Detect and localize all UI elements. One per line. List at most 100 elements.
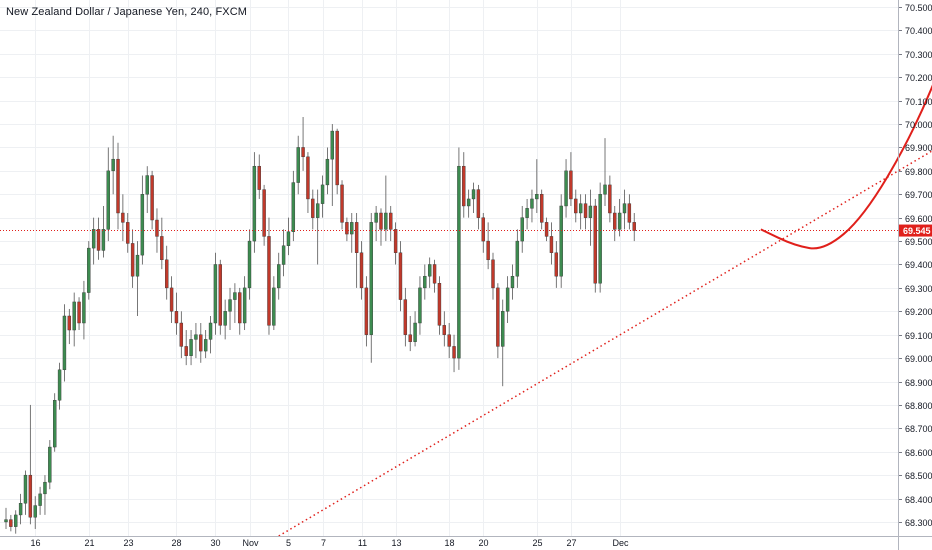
candle-body [593,205,597,284]
candle-body [242,287,247,324]
y-tick-label: 69.400 [905,260,932,270]
x-tick-label: 5 [286,538,291,548]
candle-body [447,334,451,347]
candle-body [53,400,57,448]
candle-body [389,212,393,230]
candle-body [218,264,222,326]
candle-body [423,275,427,289]
candle-body [135,254,140,277]
candle-body [174,311,179,324]
candle-body [325,158,330,186]
support-trendline [278,150,932,537]
candle-body [432,264,437,284]
y-tick-label: 68.600 [905,448,932,458]
candle-body [569,170,573,200]
y-tick-label: 68.400 [905,495,932,505]
candle-body [617,212,622,230]
candle-body [427,264,432,277]
candle-body [608,184,612,214]
candle-body [530,198,534,209]
x-tick-label: 7 [321,538,326,548]
candle-body [418,287,422,324]
x-tick-label: Nov [242,538,259,548]
candle-body [345,222,349,235]
candle-body [23,474,28,504]
candle-body [272,287,276,326]
y-tick-label: 70.500 [905,3,932,13]
candle-body [184,346,188,356]
candle-body [549,236,554,253]
candle-body [169,287,174,312]
candle-body [101,229,106,251]
candle-body [491,259,495,289]
candle-body [481,217,485,242]
candle-body [520,217,524,242]
candle-body [38,493,42,506]
candle-body [627,203,632,223]
candle-body [199,334,203,352]
candle-body [96,229,101,251]
candle-body [140,194,145,256]
candle-body [121,212,125,223]
y-tick-label: 68.500 [905,471,932,481]
candle-body [359,252,364,289]
candle-body [267,236,271,326]
candle-body [588,205,593,218]
candle-body [354,222,359,253]
candle-body [486,240,490,261]
candle-body [91,229,96,249]
annotations: 69.545 [0,84,932,537]
candle-body [510,275,515,289]
y-tick-label: 69.600 [905,214,932,224]
candle-body [301,147,305,158]
candle-body [408,334,412,342]
candle-body [33,505,37,518]
candle-body [335,130,339,186]
candle-body [369,222,373,335]
candle-body [247,240,252,289]
candle-body [413,322,417,342]
candle-body [540,194,544,223]
candle-body [330,130,334,160]
x-tick-label: 21 [84,538,94,548]
candle-body [43,481,47,495]
candle-body [126,222,130,244]
y-tick-label: 68.700 [905,424,932,434]
candle-body [179,322,184,347]
candle-body [277,264,281,289]
x-tick-label: 30 [210,538,220,548]
candle-body [150,175,154,221]
candle-body [578,203,583,214]
candle-body [4,519,8,523]
candle-body [165,259,169,289]
y-tick-label: 69.100 [905,331,932,341]
x-tick-label: 25 [532,538,542,548]
candle-body [398,252,403,300]
candle-body [374,212,378,223]
candle-body [72,301,76,331]
price-badge-label: 69.545 [903,226,931,236]
candle-body [203,339,208,352]
y-tick-label: 70.200 [905,73,932,83]
y-tick-label: 70.300 [905,50,932,60]
candle-body [598,194,602,284]
candle-body [393,229,398,253]
candle-body [535,194,539,200]
candle-body [544,222,549,237]
candle-body [67,315,72,331]
candle-body [364,287,369,335]
candle-body [145,175,149,195]
candle-body [106,170,110,230]
candle-body [462,165,466,207]
candle-body [111,158,115,172]
candle-body [476,189,481,218]
candle-body [130,243,135,277]
candle-body [340,184,344,223]
candle-body [208,322,213,340]
candle-body [18,503,23,516]
candles [4,117,636,534]
candle-body [384,212,388,230]
candle-body [262,189,266,237]
